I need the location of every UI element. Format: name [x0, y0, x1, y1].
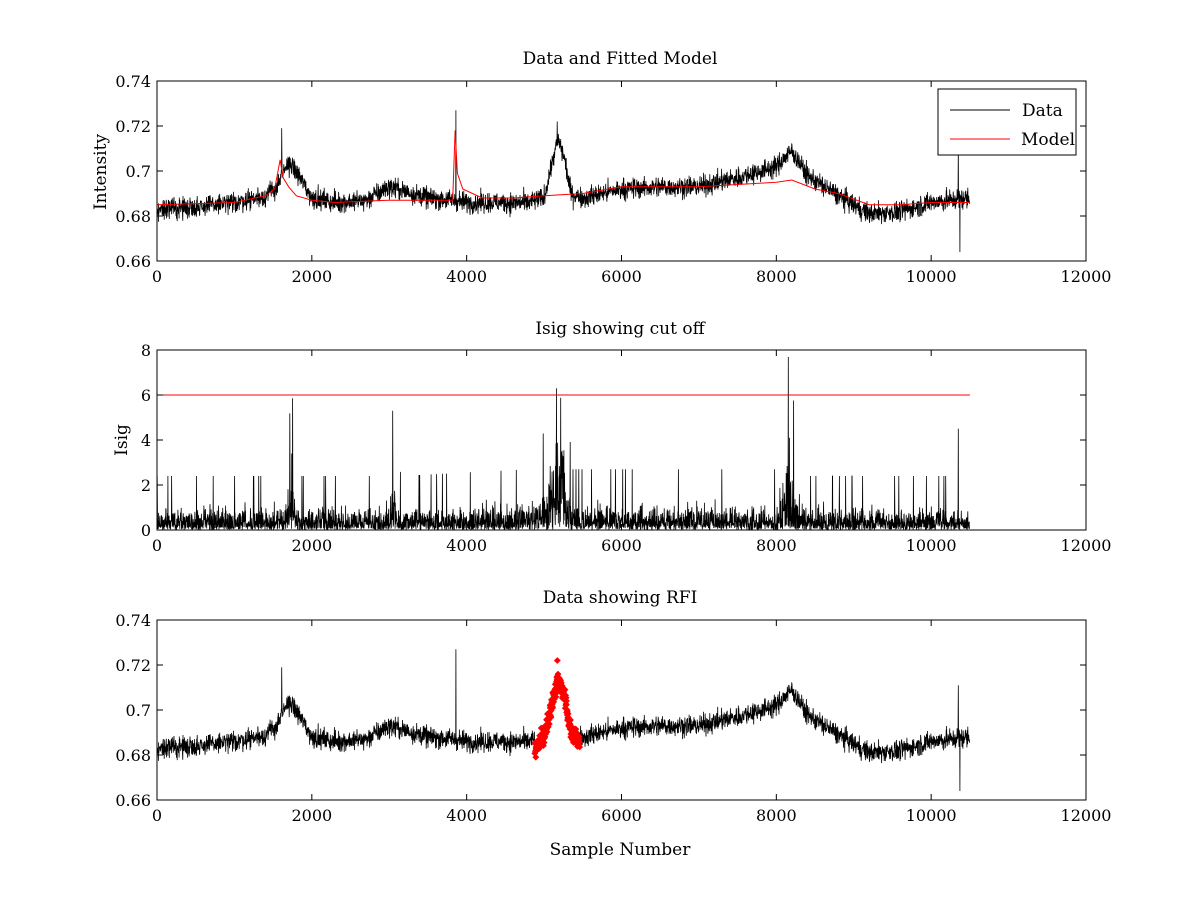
y-tick-label: 0.7 [126, 162, 151, 181]
rfi-point [532, 753, 540, 761]
rfi-point [540, 739, 548, 746]
legend-box [937, 88, 1077, 156]
rfi-point [545, 720, 553, 728]
y-tick-label: 0.7 [126, 701, 151, 720]
rfi-point [567, 716, 574, 724]
x-tick-label: 8000 [756, 536, 797, 555]
x-tick-label: 2000 [291, 267, 332, 286]
rfi-point [547, 713, 555, 721]
x-tick-label: 0 [152, 536, 162, 555]
series-line-data [156, 649, 970, 792]
x-tick-label: 0 [152, 267, 162, 286]
x-tick-label: 6000 [601, 536, 642, 555]
panel-isig: Isig showing cut off Isig 0 2000 4000 6000 8… [112, 319, 1111, 555]
x-tick-label: 8000 [756, 267, 797, 286]
y-tick-label: 0.68 [115, 207, 151, 226]
series-line-model [156, 130, 970, 206]
x-tick-label: 4000 [446, 806, 487, 825]
y-axis-label: Intensity [91, 134, 111, 210]
series-line-data [156, 110, 970, 253]
rfi-point [549, 704, 557, 712]
series-line-data [156, 356, 970, 531]
x-axis-label: Sample Number [550, 840, 692, 860]
y-tick-label: 0.74 [115, 72, 151, 91]
y-axis-label: Isig [112, 424, 132, 456]
y-tick-label: 0.72 [115, 656, 151, 675]
x-tick-label: 6000 [601, 267, 642, 286]
panel-title: Isig showing cut off [535, 319, 706, 339]
x-tick-label: 2000 [291, 806, 332, 825]
y-tick-label: 0.72 [115, 117, 151, 136]
x-tick-label: 12000 [1061, 806, 1112, 825]
y-tick-label: 0.66 [115, 252, 151, 271]
rfi-point [558, 682, 566, 690]
legend-label-data: Data [1022, 101, 1063, 121]
rfi-point [553, 657, 561, 664]
x-tick-label: 4000 [446, 267, 487, 286]
x-tick-label: 12000 [1061, 536, 1112, 555]
x-tick-label: 10000 [906, 267, 957, 286]
rfi-point [561, 686, 569, 694]
legend: Data Model [937, 88, 1077, 156]
rfi-point [576, 743, 584, 751]
panel-title: Data showing RFI [543, 588, 698, 608]
x-tick-label: 8000 [756, 806, 797, 825]
y-tick-label: 2 [141, 476, 151, 495]
panel-data-and-model: Data and Fitted Model Intensity 0 2000 400… [91, 49, 1111, 286]
x-tick-label: 10000 [906, 806, 957, 825]
x-tick-label: 6000 [601, 806, 642, 825]
y-tick-label: 6 [141, 386, 151, 405]
panel-title: Data and Fitted Model [523, 49, 718, 69]
rfi-point [552, 693, 560, 701]
legend-label-model: Model [1021, 130, 1075, 150]
rfi-point [563, 697, 570, 705]
rfi-point [576, 738, 583, 746]
plot-area: 0 2000 4000 6000 8000 10000 12000 0.66 0.68 0.7 0.… [115, 611, 1111, 825]
y-tick-label: 0.66 [115, 791, 151, 810]
panel-rfi: Data showing RFI Sample Number 0 2000 4000… [115, 588, 1111, 860]
x-tick-label: 0 [152, 806, 162, 825]
x-tick-label: 12000 [1061, 267, 1112, 286]
plot-area: 0 2000 4000 6000 8000 10000 12000 0 2 4 6 8 [141, 341, 1112, 555]
y-tick-label: 0 [141, 521, 151, 540]
plot-area: 0 2000 4000 6000 8000 10000 12000 0.66 0.68 0.7 0.… [115, 72, 1111, 286]
y-tick-label: 8 [141, 341, 151, 360]
rfi-points [531, 657, 584, 761]
y-tick-label: 4 [141, 431, 151, 450]
x-tick-label: 2000 [291, 536, 332, 555]
y-tick-label: 0.68 [115, 746, 151, 765]
rfi-point [543, 728, 551, 736]
y-tick-label: 0.74 [115, 611, 151, 630]
x-tick-label: 4000 [446, 536, 487, 555]
x-tick-label: 10000 [906, 536, 957, 555]
